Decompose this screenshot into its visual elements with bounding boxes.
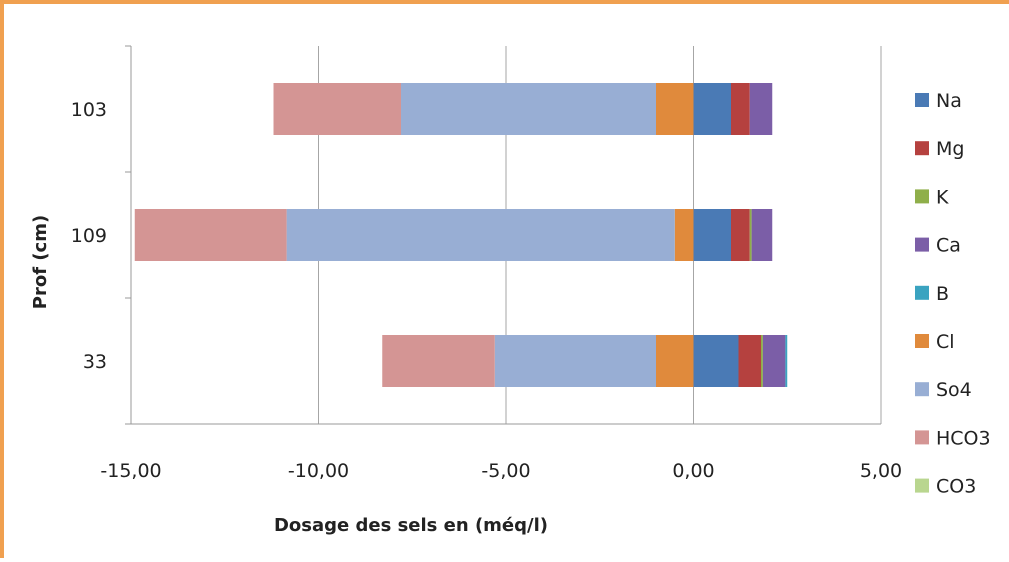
- bar-so4-103: [401, 83, 656, 135]
- y-tick-labels: 103 109 33: [71, 99, 107, 373]
- legend-label-co3: CO3: [936, 476, 976, 498]
- x-axis-title: Dosage des sels en (méq/l): [274, 515, 548, 536]
- legend-swatch-cl: [915, 334, 929, 348]
- legend-label-b: B: [936, 283, 949, 305]
- bar-hco3-103: [274, 83, 402, 135]
- bar-so4-33: [495, 335, 656, 387]
- x-tick-label-1: -10,00: [288, 460, 349, 482]
- legend-swatch-k: [915, 189, 929, 203]
- x-tick-label-3: 0,00: [672, 460, 714, 482]
- bar-so4-109: [287, 209, 675, 261]
- legend-label-so4: So4: [936, 379, 972, 401]
- legend-swatch-na: [915, 93, 929, 107]
- legend-swatch-b: [915, 286, 929, 300]
- bar-na-103: [694, 83, 732, 135]
- bar-cl-33: [656, 335, 694, 387]
- x-tick-label-2: -5,00: [481, 460, 530, 482]
- y-tick-label-103: 103: [71, 99, 107, 121]
- legend-label-cl: Cl: [936, 331, 955, 353]
- x-tick-label-0: -15,00: [100, 460, 161, 482]
- legend-swatch-so4: [915, 382, 929, 396]
- bar-na-109: [694, 209, 732, 261]
- legend-swatch-hco3: [915, 430, 929, 444]
- legend-label-ca: Ca: [936, 235, 961, 257]
- y-tick-label-33: 33: [83, 351, 107, 373]
- legend-label-k: K: [936, 186, 949, 208]
- bar-k-33: [761, 335, 763, 387]
- bar-mg-33: [739, 335, 762, 387]
- x-tick-label-4: 5,00: [860, 460, 902, 482]
- bar-mg-103: [731, 83, 750, 135]
- bar-ca-33: [763, 335, 786, 387]
- bars: [135, 83, 788, 387]
- x-tick-labels: -15,00 -10,00 -5,00 0,00 5,00: [100, 460, 902, 482]
- bar-cl-109: [675, 209, 694, 261]
- bar-mg-109: [731, 209, 750, 261]
- bar-cl-103: [656, 83, 694, 135]
- legend: Na Mg K Ca B Cl So4 HCO3 CO3: [915, 90, 991, 498]
- bar-na-33: [694, 335, 739, 387]
- y-axis-title: Prof (cm): [30, 215, 51, 309]
- bar-ca-103: [750, 83, 773, 135]
- legend-label-na: Na: [936, 90, 962, 112]
- legend-swatch-mg: [915, 141, 929, 155]
- legend-label-mg: Mg: [936, 138, 964, 160]
- bar-hco3-109: [135, 209, 287, 261]
- legend-swatch-co3: [915, 479, 929, 493]
- legend-swatch-ca: [915, 238, 929, 252]
- bar-hco3-33: [382, 335, 495, 387]
- bar-chart: -15,00 -10,00 -5,00 0,00 5,00 103 109 33 Dosag…: [4, 4, 1009, 562]
- legend-label-hco3: HCO3: [936, 427, 991, 449]
- bar-b-33: [785, 335, 787, 387]
- bar-k-109: [750, 209, 752, 261]
- y-tick-label-109: 109: [71, 225, 107, 247]
- bar-ca-109: [752, 209, 773, 261]
